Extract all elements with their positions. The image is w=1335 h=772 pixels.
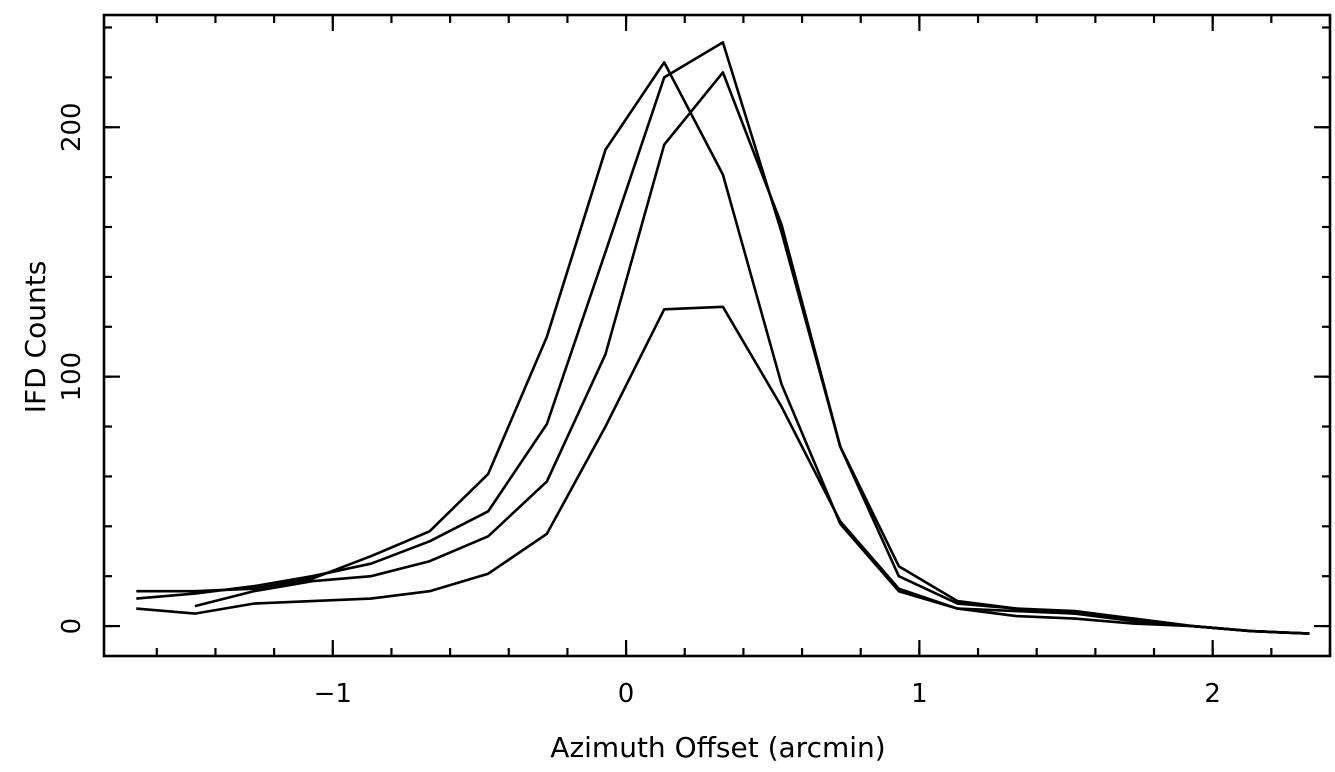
plot-frame — [102, 13, 1332, 658]
y-tick-label: 200 — [57, 102, 87, 152]
series-lines — [136, 41, 1310, 635]
axis-ticks — [104, 15, 1332, 656]
y-tick-label: 0 — [57, 618, 87, 635]
series-line-4 — [136, 305, 1310, 635]
tick-labels: −1 0 1 2 0 100 200 — [57, 102, 1221, 709]
y-axis-title: IFD Counts — [19, 261, 52, 414]
series-line-2 — [136, 41, 1310, 635]
x-tick-label: 0 — [618, 679, 635, 709]
series-line-3 — [194, 71, 1310, 635]
series-line-1 — [136, 61, 1310, 635]
x-axis-title: Azimuth Offset (arcmin) — [550, 731, 885, 764]
y-tick-label: 100 — [57, 352, 87, 402]
x-tick-label: 2 — [1204, 679, 1221, 709]
x-tick-label: 1 — [911, 679, 928, 709]
x-tick-label: −1 — [314, 679, 352, 709]
